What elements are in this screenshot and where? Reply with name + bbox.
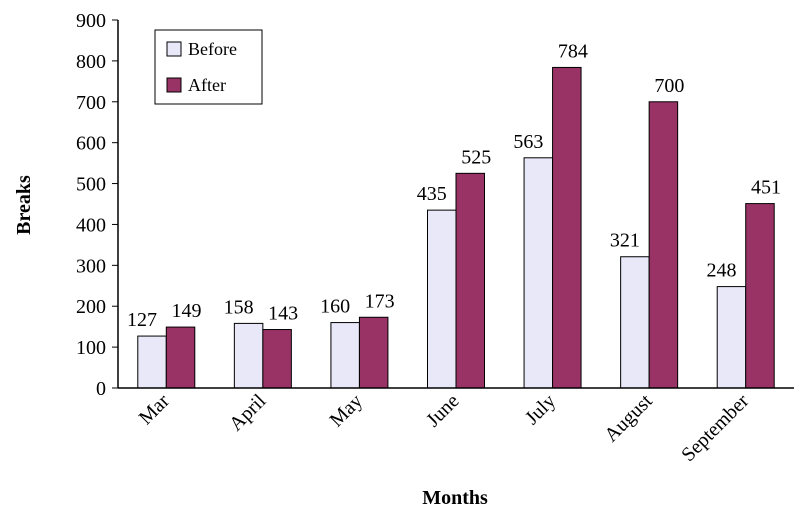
y-tick-label: 100 [76,337,106,359]
legend-label: After [188,75,226,95]
x-axis-label: Months [422,487,488,509]
data-label: 248 [706,260,736,282]
data-label: 525 [461,146,491,168]
data-label: 173 [365,290,395,312]
y-tick-label: 200 [76,296,106,318]
bar [455,172,485,389]
bar [330,322,360,389]
data-label: 321 [610,230,640,252]
y-tick-label: 0 [96,378,106,400]
y-tick-label: 300 [76,255,106,277]
x-tick-label: June [422,390,464,432]
bar [745,203,775,389]
x-tick-label: August [600,390,657,447]
data-label: 451 [751,177,781,199]
y-tick-label: 500 [76,174,106,196]
bar [165,326,196,389]
legend-swatch [166,41,182,57]
bar [262,329,292,389]
y-tick-label: 400 [76,214,106,236]
bar [552,66,582,389]
bar [523,157,554,389]
y-tick-label: 600 [76,133,106,155]
bar [427,209,457,389]
x-tick-label: July [521,390,560,429]
data-label: 158 [224,296,254,318]
x-tick-label: April [225,390,271,436]
y-tick-label: 700 [76,92,106,114]
bar [648,101,679,389]
legend-swatch [166,77,182,93]
bar [716,286,747,389]
y-axis-label: Breaks [13,175,35,235]
bar [233,322,264,389]
data-label: 127 [127,309,157,331]
data-label: 563 [513,131,543,153]
bar [620,256,650,389]
x-tick-label: May [325,390,366,431]
data-label: 149 [172,300,202,322]
bar [358,316,389,389]
y-tick-label: 800 [76,51,106,73]
data-label: 160 [320,296,350,318]
x-tick-label: September [677,390,753,466]
data-label: 143 [268,303,298,325]
x-tick-label: Mar [135,390,174,429]
data-label: 700 [654,75,684,97]
y-tick-label: 900 [76,10,106,32]
legend: Before After [154,29,263,105]
legend-label: Before [188,39,237,59]
bar [137,335,167,389]
data-label: 435 [417,183,447,205]
data-label: 784 [558,40,588,62]
